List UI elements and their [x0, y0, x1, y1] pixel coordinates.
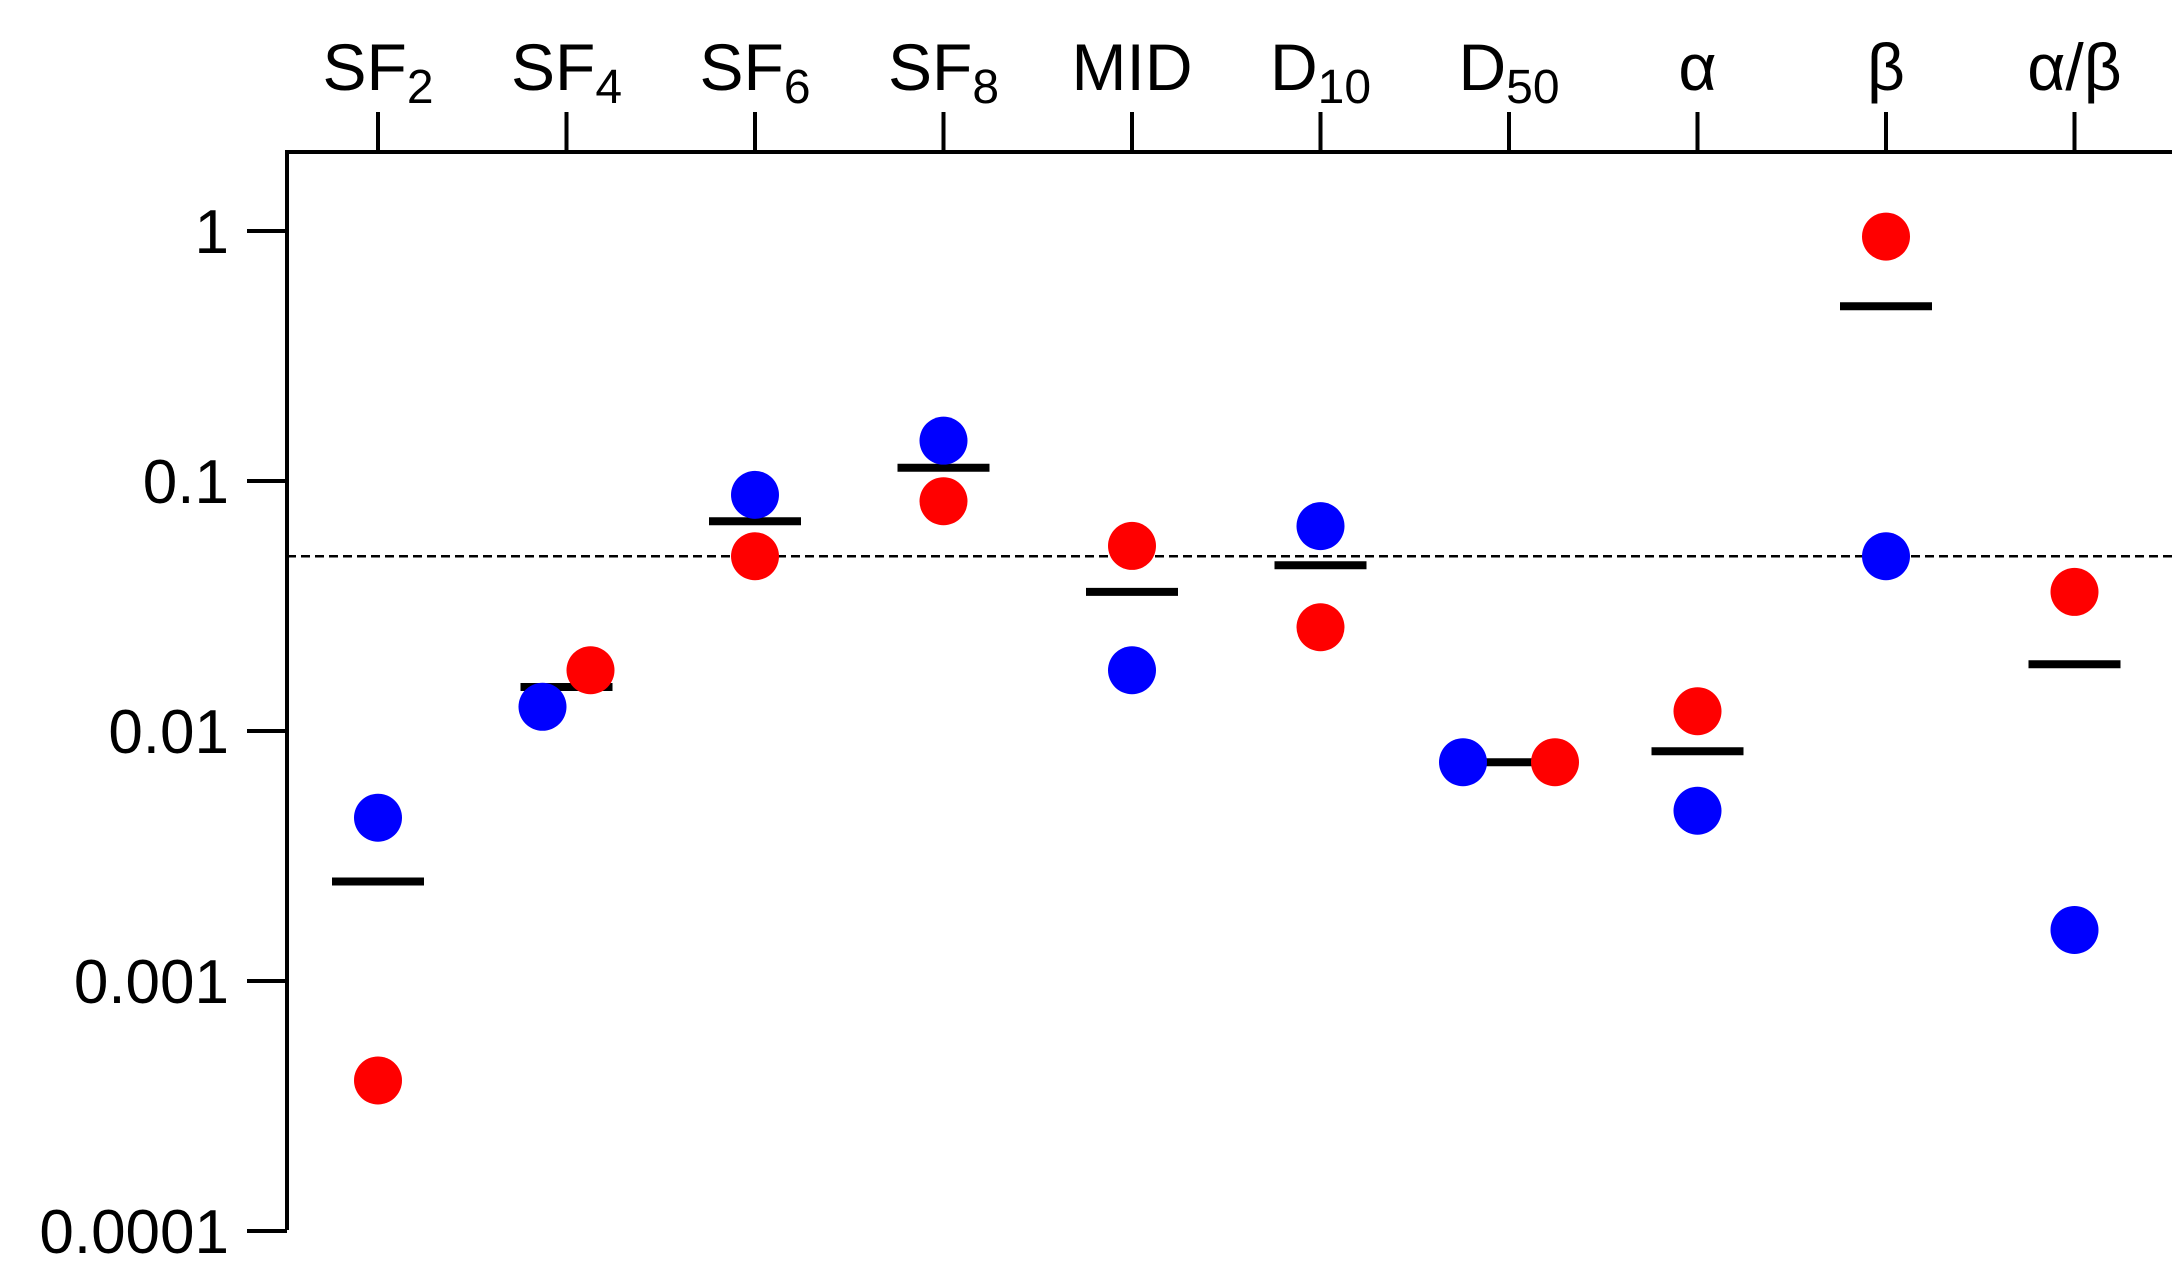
- blue-point: [2050, 905, 2099, 954]
- blue-point: [1296, 502, 1345, 551]
- category-label: SF6: [699, 30, 810, 114]
- y-tick-label: 0.01: [108, 698, 229, 767]
- category-label: MID: [1072, 30, 1193, 104]
- blue-point: [518, 682, 567, 731]
- y-tick-labels: 1 0.1 0.01 0.001 0.0001: [39, 198, 229, 1267]
- data-marks: [332, 212, 2121, 1105]
- category-label: SF8: [888, 30, 999, 114]
- category-label: D50: [1458, 30, 1559, 114]
- y-tick-label: 0.1: [143, 448, 229, 517]
- category-label: SF2: [322, 30, 433, 114]
- blue-point: [1862, 532, 1910, 581]
- red-point: [919, 477, 968, 526]
- blue-point: [1673, 786, 1722, 835]
- y-tick-label: 1: [195, 198, 229, 267]
- category-label: α/β: [2027, 30, 2121, 104]
- red-point: [1673, 687, 1722, 736]
- blue-point: [731, 470, 779, 519]
- category-label: α: [1678, 30, 1716, 104]
- category-label: SF4: [511, 30, 622, 114]
- blue-point: [1439, 738, 1487, 787]
- red-point: [1531, 738, 1579, 787]
- blue-point: [354, 793, 402, 842]
- red-point: [731, 532, 779, 581]
- red-point: [566, 646, 615, 695]
- category-labels: SF2 SF4 SF6 SF8 MID D10 D50 α β α/β: [322, 30, 2121, 114]
- category-label: β: [1867, 30, 1905, 104]
- y-tick-label: 0.001: [74, 948, 229, 1017]
- blue-point: [919, 416, 968, 465]
- red-point: [1296, 603, 1345, 652]
- category-label: D10: [1270, 30, 1371, 114]
- blue-point: [1108, 646, 1156, 695]
- red-point: [1862, 212, 1910, 261]
- red-point: [1108, 521, 1156, 570]
- axes: [247, 112, 2172, 1233]
- red-point: [354, 1056, 402, 1105]
- y-tick-label: 0.0001: [39, 1198, 229, 1267]
- red-point: [2050, 567, 2099, 616]
